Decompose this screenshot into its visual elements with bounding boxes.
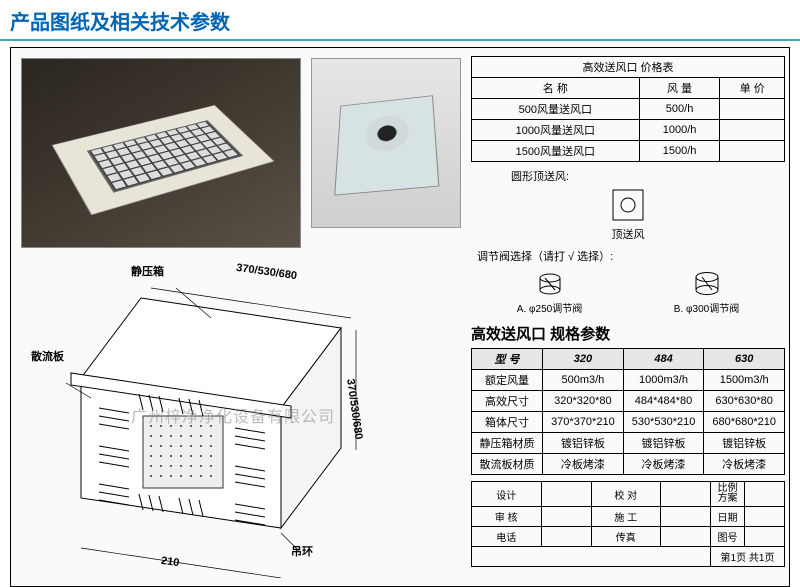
spec-table: 型 号 320 484 630 额定风量 500m3/h 1000m3/h 15…: [471, 348, 785, 475]
product-photo-1: [21, 58, 301, 248]
spec-cell: 680*680*210: [704, 412, 785, 433]
spec-cell: 370*370*210: [543, 412, 624, 433]
price-cell: 1500风量送风口: [472, 141, 640, 162]
tb-scale-scheme: 比例方案: [711, 482, 745, 507]
page-title: 产品图纸及相关技术参数: [0, 0, 800, 41]
spec-cell: 1000m3/h: [623, 370, 704, 391]
price-cell: 500风量送风口: [472, 99, 640, 120]
tb-blank: [661, 507, 711, 527]
price-cell: [720, 99, 785, 120]
valve-a-label: A. φ250调节阀: [517, 300, 582, 315]
spec-h1: 320: [543, 349, 624, 370]
spec-cell: 镀铝锌板: [543, 433, 624, 454]
tb-drawno: 图号: [711, 527, 745, 547]
spec-cell: 冷板烤漆: [543, 454, 624, 475]
spec-cell: 额定风量: [472, 370, 543, 391]
price-cell: 1000/h: [639, 120, 720, 141]
spec-cell: 320*320*80: [543, 391, 624, 412]
price-cell: 1500/h: [639, 141, 720, 162]
valve-a-icon: [535, 270, 565, 298]
tb-blank: [541, 507, 591, 527]
valve-option-a[interactable]: A. φ250调节阀: [517, 270, 582, 315]
spec-cell: 1500m3/h: [704, 370, 785, 391]
price-cell: 1000风量送风口: [472, 120, 640, 141]
spec-cell: 箱体尺寸: [472, 412, 543, 433]
spec-h3: 630: [704, 349, 785, 370]
spec-cell: 散流板材质: [472, 454, 543, 475]
tb-blank: [745, 482, 785, 507]
tb-blank: [472, 547, 711, 567]
spec-cell: 镀铝锌板: [704, 433, 785, 454]
tb-audit: 审 核: [472, 507, 542, 527]
spec-cell: 静压箱材质: [472, 433, 543, 454]
dim-bottom: 210: [160, 555, 180, 569]
top-supply-block: 圆形顶送风: 顶送风: [471, 168, 785, 242]
valve-select-title: 调节阀选择（请打 √ 选择）:: [477, 248, 785, 264]
spec-cell: 镀铝锌板: [623, 433, 704, 454]
price-table: 高效送风口 价格表 名 称 风 量 单 价 500风量送风口 500/h 100…: [471, 56, 785, 162]
valve-options: A. φ250调节阀 B. φ300调节阀: [471, 268, 785, 315]
tb-page: 第1页 共1页: [711, 547, 785, 567]
spec-cell: 630*630*80: [704, 391, 785, 412]
price-h-name: 名 称: [472, 78, 640, 99]
price-cell: 500/h: [639, 99, 720, 120]
right-column: 高效送风口 价格表 名 称 风 量 单 价 500风量送风口 500/h 100…: [471, 56, 785, 573]
top-supply-caption: 顶送风: [471, 226, 785, 242]
price-table-title: 高效送风口 价格表: [472, 57, 785, 78]
top-supply-icon: [609, 186, 647, 224]
tb-blank: [745, 527, 785, 547]
tb-construct: 施 工: [591, 507, 661, 527]
spec-cell: 高效尺寸: [472, 391, 543, 412]
callout-diffuser: 散流板: [31, 348, 64, 364]
tb-phone: 电话: [472, 527, 542, 547]
spec-cell: 冷板烤漆: [704, 454, 785, 475]
price-cell: [720, 120, 785, 141]
product-photo-2: [311, 58, 461, 228]
valve-option-b[interactable]: B. φ300调节阀: [674, 268, 739, 315]
price-cell: [720, 141, 785, 162]
top-supply-label: 圆形顶送风:: [511, 168, 785, 184]
title-block: 设计 校 对 比例方案 审 核 施 工 日期 电话 传真 图号: [471, 481, 785, 567]
spec-title: 高效送风口 规格参数: [471, 323, 785, 344]
valve-b-label: B. φ300调节阀: [674, 300, 739, 315]
tb-design: 设计: [472, 482, 542, 507]
tb-blank: [541, 527, 591, 547]
spec-h0: 型 号: [472, 349, 543, 370]
callout-static-box: 静压箱: [131, 263, 164, 279]
valve-b-icon: [691, 268, 723, 298]
watermark: 广州梓净净化设备有限公司: [131, 403, 335, 427]
spec-cell: 530*530*210: [623, 412, 704, 433]
tb-blank: [745, 507, 785, 527]
spec-cell: 冷板烤漆: [623, 454, 704, 475]
price-h-flow: 风 量: [639, 78, 720, 99]
tb-blank: [661, 482, 711, 507]
tb-fax: 传真: [591, 527, 661, 547]
drawing-frame: 静压箱 散流板 吊环 370/530/680 370/530/680 210 广…: [10, 47, 790, 587]
tb-blank: [541, 482, 591, 507]
spec-cell: 484*484*80: [623, 391, 704, 412]
spec-h2: 484: [623, 349, 704, 370]
price-h-price: 单 价: [720, 78, 785, 99]
tb-blank: [661, 527, 711, 547]
callout-ring: 吊环: [291, 543, 313, 559]
spec-cell: 500m3/h: [543, 370, 624, 391]
tb-date: 日期: [711, 507, 745, 527]
tb-check: 校 对: [591, 482, 661, 507]
